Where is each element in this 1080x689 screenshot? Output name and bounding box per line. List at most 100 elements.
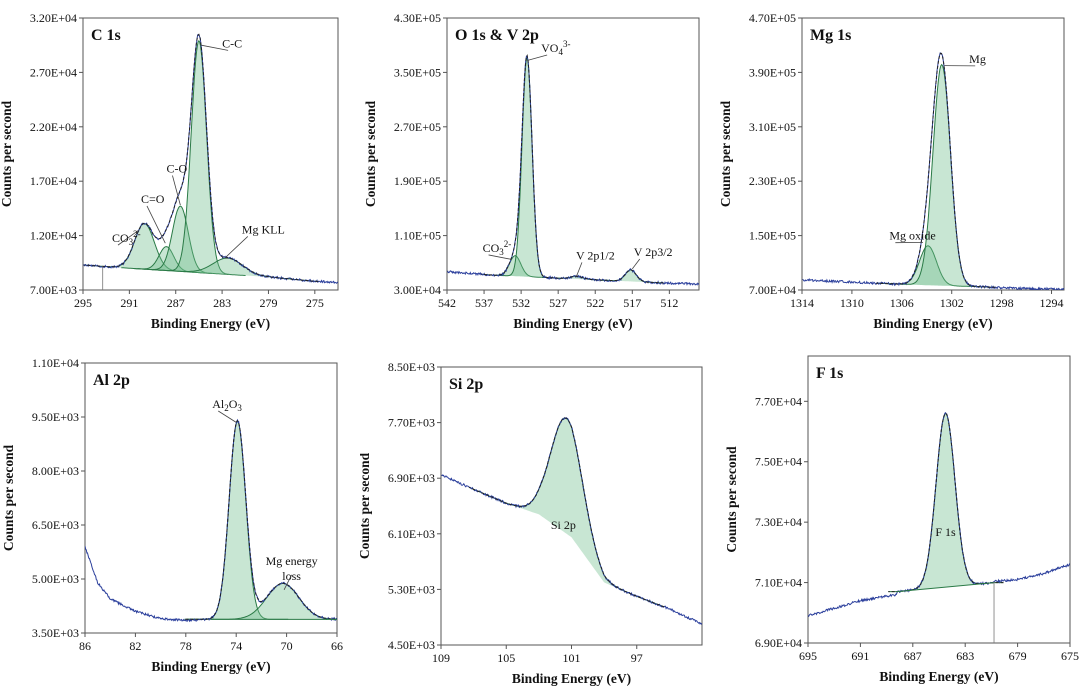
- y-tick-label: 5.30E+03: [388, 582, 435, 596]
- peak-fill: [137, 258, 319, 282]
- y-tick-label: 2.70E+05: [394, 120, 441, 134]
- peak-label: Al2O3: [212, 397, 242, 413]
- peak-fill: [542, 276, 612, 281]
- plot-frame: [801, 17, 1065, 291]
- panel-title: Al 2p: [93, 372, 130, 389]
- peak-label: Mg: [969, 52, 986, 66]
- peak-fill: [496, 57, 558, 279]
- y-tick-label: 3.10E+05: [749, 120, 796, 134]
- y-tick-label: 7.50E+04: [755, 455, 802, 469]
- peak-label: Mg KLL: [242, 222, 285, 236]
- peak-label: VO43-: [541, 39, 570, 57]
- fit-envelope-line: [481, 54, 664, 284]
- x-tick-label: 82: [129, 639, 141, 653]
- y-tick-label: 7.00E+03: [30, 283, 77, 297]
- x-tick-label: 687: [904, 649, 922, 663]
- peak-label: Mg energy: [266, 554, 318, 568]
- fit-envelope-line: [468, 417, 665, 608]
- x-axis-title: Binding Energy (eV): [512, 671, 631, 686]
- x-tick-label: 532: [512, 296, 530, 310]
- peak-label-leader: [225, 236, 249, 258]
- y-tick-label: 3.50E+03: [32, 626, 79, 640]
- peak-label-leader: [117, 229, 139, 246]
- y-tick-label: 8.50E+03: [388, 360, 435, 374]
- peak-label: CO32-: [483, 239, 512, 257]
- y-axis-title: Counts per second: [0, 100, 14, 207]
- fit-envelope-line: [84, 33, 319, 282]
- peak-fill: [132, 206, 229, 275]
- y-tick-label: 4.70E+05: [749, 11, 796, 25]
- y-tick-label: 7.70E+04: [755, 394, 802, 408]
- plot-frame: [82, 17, 339, 291]
- peak-label: loss: [282, 569, 301, 583]
- panel-c1s: C 1s 7.00E+03 1.20E+04 1.70E+04 2.20E+04 2.70…: [0, 11, 339, 331]
- x-tick-label: 679: [1009, 649, 1027, 663]
- panel-f1s: F 1s 6.90E+04 7.10E+04 7.30E+04 7.50E+04 7.70…: [724, 355, 1079, 684]
- peak-fill: [184, 583, 337, 620]
- peak-label: V 2p1/2: [576, 248, 615, 262]
- x-tick-label: 1310: [840, 296, 864, 310]
- x-tick-label: 1314: [790, 296, 814, 310]
- y-tick-label: 1.90E+05: [394, 174, 441, 188]
- x-tick-label: 97: [631, 651, 643, 665]
- panel-al2p: Al 2p 3.50E+03 5.00E+03 6.50E+03 8.00E+03 9.5…: [1, 356, 343, 674]
- y-tick-label: 1.10E+05: [394, 229, 441, 243]
- y-tick-label: 2.20E+04: [30, 120, 77, 134]
- x-tick-label: 86: [79, 639, 91, 653]
- x-tick-label: 683: [956, 649, 974, 663]
- raw-spectrum-line: [85, 418, 337, 623]
- fit-envelope-line: [876, 52, 996, 288]
- x-tick-label: 279: [259, 296, 277, 310]
- x-axis-title: Binding Energy (eV): [151, 316, 270, 331]
- fit-baseline-line: [897, 582, 995, 593]
- x-tick-label: 109: [432, 651, 450, 665]
- x-tick-label: 74: [230, 639, 242, 653]
- peak-fill: [888, 413, 1004, 592]
- peak-label-leader: [283, 574, 292, 590]
- x-tick-label: 675: [1061, 649, 1079, 663]
- x-tick-label: 522: [586, 296, 604, 310]
- plot-frame: [807, 355, 1071, 644]
- y-tick-label: 3.50E+05: [394, 65, 441, 79]
- x-tick-label: 105: [497, 651, 515, 665]
- y-axis-title: Counts per second: [720, 100, 733, 207]
- peak-label: Si 2p: [551, 518, 576, 532]
- x-tick-label: 1302: [940, 296, 964, 310]
- peak-label-leader: [172, 175, 181, 206]
- peak-fill: [877, 245, 980, 287]
- y-tick-label: 6.90E+03: [388, 471, 435, 485]
- peak-label-leader: [631, 258, 641, 270]
- y-axis-title: Counts per second: [363, 100, 378, 207]
- panel-title: Si 2p: [449, 376, 483, 393]
- x-tick-label: 295: [74, 296, 92, 310]
- y-tick-label: 4.50E+03: [388, 638, 435, 652]
- peak-label-leader: [488, 254, 512, 260]
- y-tick-label: 4.30E+05: [394, 11, 441, 25]
- y-tick-label: 1.10E+04: [32, 356, 79, 370]
- plot-frame: [446, 17, 700, 291]
- peak-fill: [598, 269, 664, 283]
- x-axis-title: Binding Energy (eV): [151, 659, 270, 674]
- y-tick-label: 6.90E+04: [755, 636, 802, 650]
- y-tick-label: 9.50E+03: [32, 410, 79, 424]
- x-tick-label: 1294: [1040, 296, 1064, 310]
- x-tick-label: 542: [438, 296, 456, 310]
- x-tick-label: 695: [799, 649, 817, 663]
- y-tick-label: 1.70E+04: [30, 174, 77, 188]
- peak-label-leader: [576, 262, 583, 276]
- peak-label-leader: [146, 205, 166, 244]
- y-tick-label: 3.90E+05: [749, 65, 796, 79]
- x-tick-label: 537: [475, 296, 493, 310]
- peak-label-leader: [528, 54, 548, 61]
- y-tick-label: 1.20E+04: [30, 229, 77, 243]
- peak-label: F 1s: [935, 525, 956, 539]
- panel-title: O 1s & V 2p: [455, 27, 539, 44]
- x-tick-label: 287: [167, 296, 185, 310]
- y-tick-label: 6.10E+03: [388, 527, 435, 541]
- x-tick-label: 691: [851, 649, 869, 663]
- peak-label: C=O: [141, 192, 165, 206]
- peak-label: C-C: [222, 36, 242, 50]
- peak-fill: [121, 246, 212, 274]
- y-tick-label: 8.00E+03: [32, 464, 79, 478]
